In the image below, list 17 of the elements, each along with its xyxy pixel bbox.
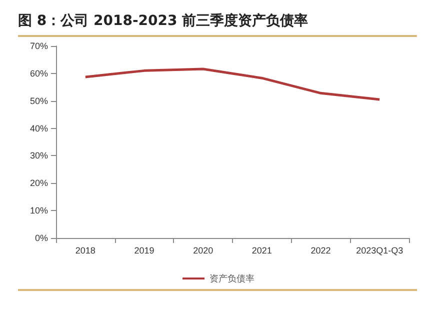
x-tick-label: 2023Q1-Q3: [356, 246, 404, 256]
x-tick-label: 2022: [310, 246, 331, 256]
y-tick-label: 60%: [30, 68, 48, 78]
legend-label: 资产负债率: [210, 274, 254, 284]
x-tick-label: 2020: [193, 246, 214, 256]
chart-title: 图 8：公司 2018-2023 前三季度资产负债率: [18, 12, 308, 30]
y-tick-label: 70%: [30, 41, 48, 51]
y-tick-label: 40%: [30, 123, 48, 134]
y-tick-label: 0%: [34, 233, 48, 243]
line-series: [84, 68, 381, 101]
y-tick-label: 10%: [30, 206, 48, 216]
x-tick-label: 2021: [252, 246, 272, 256]
y-tick-label: 20%: [30, 178, 48, 188]
x-tick-label: 2019: [134, 246, 154, 256]
y-tick-label: 50%: [30, 96, 48, 106]
x-tick-label: 2018: [75, 246, 96, 256]
y-tick-label: 30%: [30, 150, 48, 161]
